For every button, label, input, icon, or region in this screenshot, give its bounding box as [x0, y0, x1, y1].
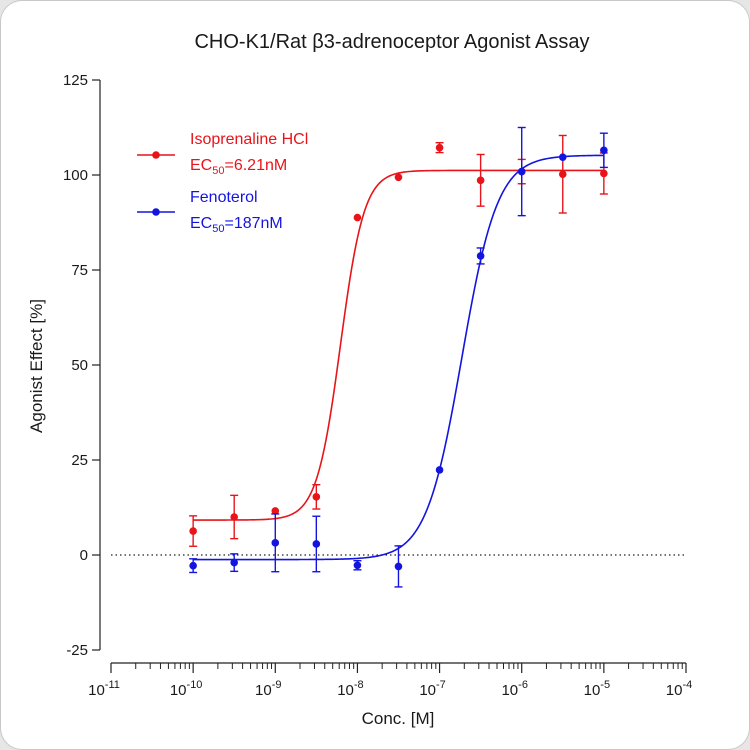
- fit-curve-0: [193, 169, 604, 521]
- data-point: [271, 539, 280, 547]
- data-point: [189, 527, 197, 535]
- legend-entry-fenoterol: Fenoterol EC50=187nM: [137, 189, 283, 235]
- data-point: [230, 513, 238, 521]
- chart-title: CHO-K1/Rat β3-adrenoceptor Agonist Assay: [194, 31, 589, 53]
- data-point: [558, 170, 567, 179]
- data-point: [312, 540, 321, 548]
- y-tick-label: -25: [66, 642, 88, 659]
- x-axis-label: Conc. [M]: [362, 709, 435, 728]
- legend-marker-isoprenaline: [152, 151, 160, 159]
- data-point: [394, 173, 403, 182]
- y-tick-label: 50: [71, 357, 88, 374]
- x-axis: 10-11 10-10 10-9 10-8 10-7 10-6 10-5 10-4: [88, 662, 692, 699]
- y-tick-label: 0: [80, 547, 88, 564]
- data-points: [189, 126, 608, 588]
- legend-marker-fenoterol: [152, 208, 160, 216]
- data-point: [476, 176, 485, 185]
- data-point: [394, 562, 403, 571]
- legend-label-fenoterol: Fenoterol: [190, 189, 258, 206]
- data-point: [600, 146, 608, 155]
- x-tick-label: 10-6: [501, 679, 527, 699]
- data-point: [435, 143, 444, 152]
- x-tick-label: 10-7: [419, 679, 445, 699]
- legend-ec50-isoprenaline: EC50=6.21nM: [190, 157, 287, 177]
- y-tick-label: 125: [63, 72, 88, 89]
- data-point: [230, 558, 238, 567]
- legend-label-isoprenaline: Isoprenaline HCl: [190, 131, 308, 148]
- legend-entry-isoprenaline: Isoprenaline HCl EC50=6.21nM: [137, 131, 308, 177]
- data-point: [353, 213, 362, 222]
- x-tick-label: 10-8: [337, 679, 363, 699]
- y-axis: 125 100 75 50 25 0 -25: [63, 72, 101, 659]
- legend: Isoprenaline HCl EC50=6.21nM Fenoterol E…: [137, 131, 308, 235]
- data-point: [271, 507, 280, 515]
- x-tick-label: 10-10: [170, 679, 203, 699]
- data-point: [312, 493, 321, 501]
- x-tick-label: 10-5: [584, 679, 610, 699]
- data-point: [435, 466, 444, 474]
- data-point: [600, 169, 608, 178]
- x-tick-label: 10-4: [666, 679, 692, 699]
- data-point: [517, 167, 526, 176]
- data-point: [189, 561, 197, 570]
- data-point: [353, 561, 362, 570]
- data-point: [476, 252, 485, 260]
- x-tick-label: 10-9: [255, 679, 281, 699]
- y-tick-label: 100: [63, 167, 88, 184]
- legend-ec50-fenoterol: EC50=187nM: [190, 215, 283, 235]
- y-tick-label: 75: [71, 262, 88, 279]
- y-tick-label: 25: [71, 452, 88, 469]
- data-point: [558, 153, 567, 161]
- y-axis-label: Agonist Effect [%]: [27, 299, 46, 433]
- x-tick-label: 10-11: [88, 679, 120, 699]
